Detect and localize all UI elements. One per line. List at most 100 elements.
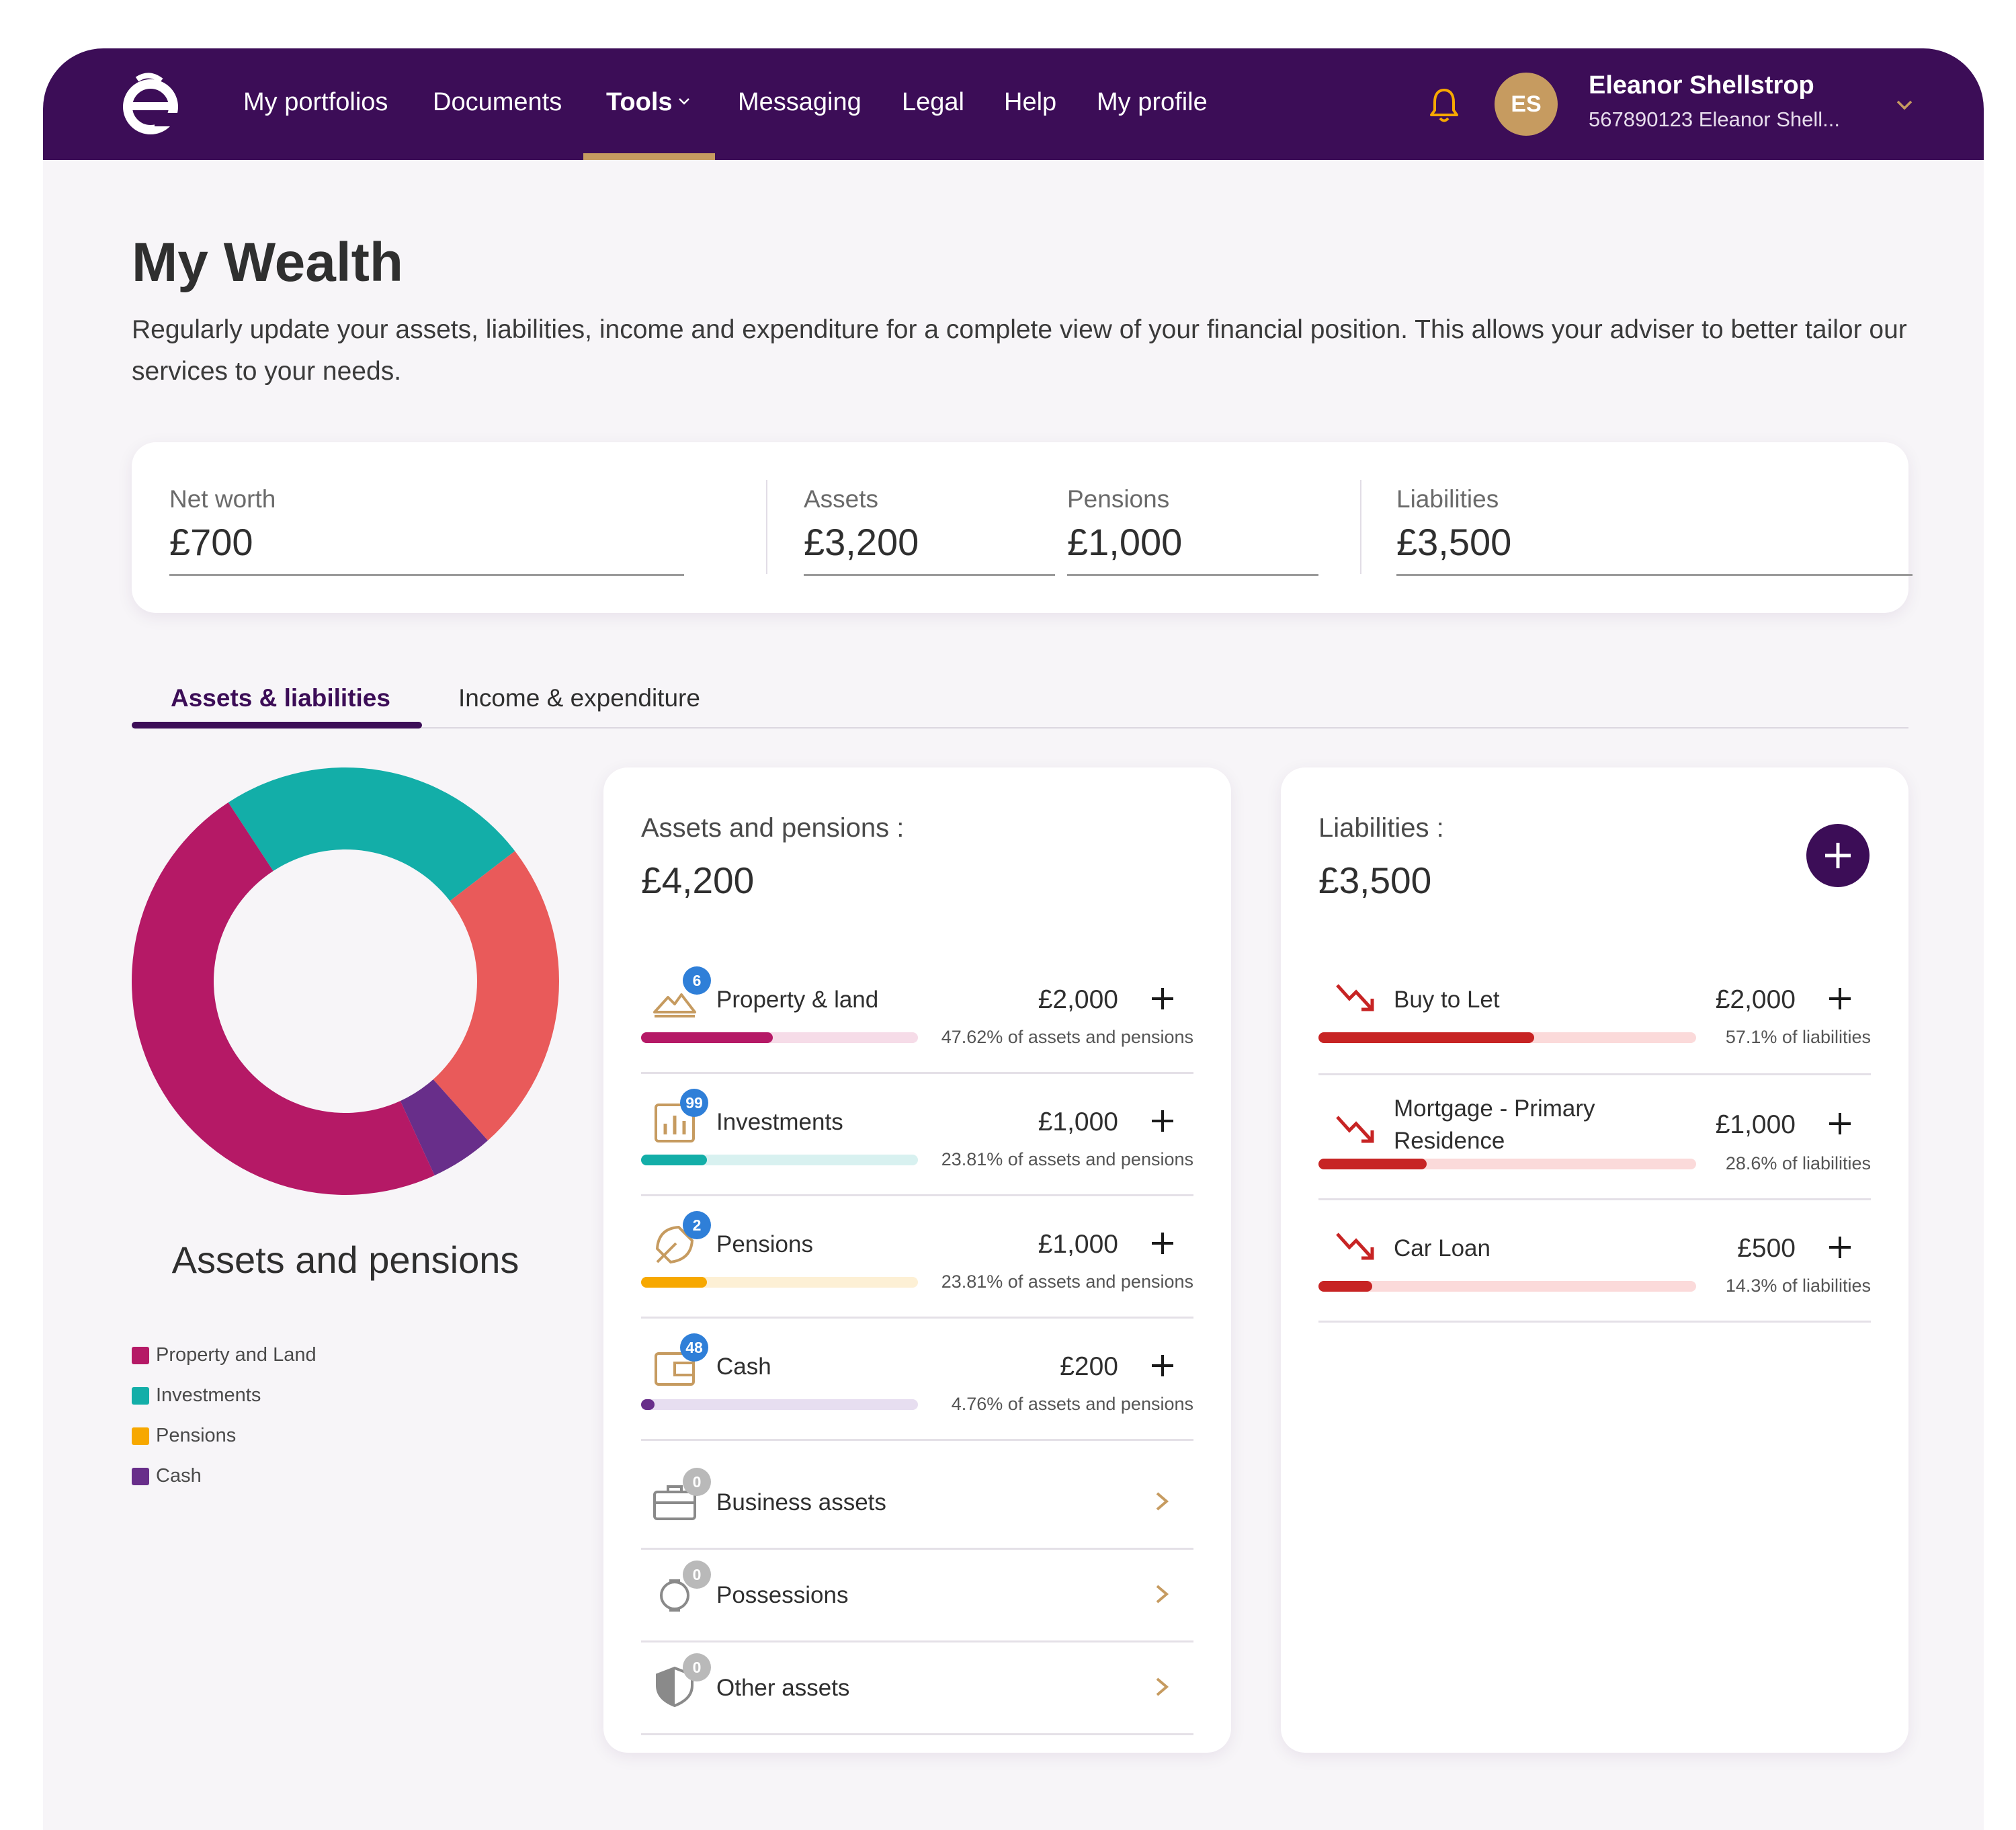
progress-fill <box>1318 1281 1373 1292</box>
row-amount: £1,000 <box>1038 1230 1118 1259</box>
row-amount: £2,000 <box>1715 985 1796 1014</box>
tab-assets-liabilities[interactable]: Assets & liabilities <box>171 684 390 712</box>
asset-row-pensions[interactable]: 2 Pensions £1,000 23.81% of assets and p… <box>641 1211 1193 1319</box>
progress-bar <box>641 1155 918 1165</box>
count-badge: 0 <box>683 1468 711 1496</box>
donut-slice-pensions <box>433 851 559 1141</box>
liabilities-underline <box>1396 574 1913 576</box>
nav-legal[interactable]: Legal <box>902 88 964 116</box>
active-nav-indicator <box>583 153 715 160</box>
user-account-id: 567890123 Eleanor Shell... <box>1589 108 1841 131</box>
donut-slice-property-and-land <box>132 802 435 1195</box>
chevron-right-icon[interactable] <box>1152 1582 1172 1606</box>
summary-divider <box>1360 480 1361 574</box>
shield-icon <box>656 1666 694 1708</box>
add-liability-button[interactable] <box>1806 824 1870 887</box>
count-badge: 6 <box>683 966 711 995</box>
progress-bar <box>641 1277 918 1288</box>
row-label: Car Loan <box>1394 1235 1490 1261</box>
row-percentage: 57.1% of liabilities <box>1725 1027 1871 1047</box>
nav-messaging[interactable]: Messaging <box>738 88 862 116</box>
row-label: Investments <box>716 1109 843 1135</box>
assets-pensions-card: Assets and pensions : £4,200 6 Property … <box>603 767 1231 1753</box>
nav-tools[interactable]: Tools <box>606 88 673 116</box>
chart-title: Assets and pensions <box>171 1239 519 1281</box>
donut-slice-investments <box>228 767 515 901</box>
chevron-right-icon[interactable] <box>1152 1489 1172 1513</box>
property-icon <box>653 993 696 1017</box>
liabilities-value: £3,500 <box>1396 521 1512 563</box>
row-percentage: 28.6% of liabilities <box>1725 1153 1871 1173</box>
add-icon[interactable] <box>1825 984 1855 1013</box>
count-badge: 0 <box>683 1561 711 1589</box>
assets-label: Assets <box>804 485 879 513</box>
bell-icon[interactable] <box>1427 86 1461 124</box>
nav-documents[interactable]: Documents <box>433 88 562 116</box>
summary-divider <box>766 480 767 574</box>
liability-row-mortgage[interactable]: Mortgage - Primary Residence £1,000 28.6… <box>1318 1090 1871 1200</box>
count-badge: 2 <box>683 1211 711 1239</box>
asset-row-property[interactable]: 6 Property & land £2,000 47.62% of asset… <box>641 966 1193 1074</box>
possessions-icon <box>660 1579 689 1612</box>
row-label: Business assets <box>716 1489 886 1515</box>
legend-swatch <box>132 1387 149 1405</box>
pensions-underline <box>1067 574 1318 576</box>
count-badge: 0 <box>683 1653 711 1681</box>
liability-row-car-loan[interactable]: Car Loan £500 14.3% of liabilities <box>1318 1215 1871 1323</box>
tab-income-expenditure[interactable]: Income & expenditure <box>458 684 700 712</box>
nav-my-profile[interactable]: My profile <box>1097 88 1208 116</box>
legend-label: Pensions <box>156 1425 237 1446</box>
assets-donut-chart <box>132 767 559 1195</box>
add-icon[interactable] <box>1825 1233 1855 1262</box>
row-percentage: 23.81% of assets and pensions <box>941 1149 1193 1169</box>
investments-icon <box>655 1104 695 1142</box>
row-label: Property & land <box>716 987 879 1013</box>
assets-underline <box>804 574 1055 576</box>
chevron-down-icon[interactable] <box>1892 93 1917 117</box>
nav-help[interactable]: Help <box>1004 88 1057 116</box>
liabilities-label: Liabilities <box>1396 485 1499 513</box>
legend-label: Cash <box>156 1465 202 1487</box>
add-icon[interactable] <box>1148 1351 1177 1380</box>
net-worth-value: £700 <box>169 521 253 563</box>
progress-fill <box>1318 1159 1427 1169</box>
row-amount: £200 <box>1060 1352 1118 1381</box>
row-percentage: 23.81% of assets and pensions <box>941 1272 1193 1292</box>
asset-row-investments[interactable]: 99 Investments £1,000 23.81% of assets a… <box>641 1089 1193 1196</box>
row-amount: £500 <box>1737 1234 1796 1263</box>
avatar[interactable]: ES <box>1495 73 1558 136</box>
row-amount: £1,000 <box>1715 1110 1796 1139</box>
progress-fill <box>641 1277 708 1288</box>
asset-row-other-assets[interactable]: 0 Other assets <box>641 1641 1193 1735</box>
user-name: Eleanor Shellstrop <box>1589 71 1814 99</box>
row-label: Mortgage - Primary <box>1394 1095 1595 1122</box>
asset-row-cash[interactable]: 48 Cash £200 4.76% of assets and pension… <box>641 1333 1193 1441</box>
chevron-right-icon[interactable] <box>1152 1675 1172 1699</box>
progress-fill <box>1318 1032 1534 1043</box>
donut-slice-cash <box>400 1079 488 1175</box>
row-label: Buy to Let <box>1394 987 1500 1013</box>
liability-row-buy-to-let[interactable]: Buy to Let £2,000 57.1% of liabilities <box>1318 966 1871 1075</box>
tab-divider <box>132 727 1908 729</box>
row-percentage: 47.62% of assets and pensions <box>941 1027 1193 1047</box>
row-percentage: 4.76% of assets and pensions <box>951 1394 1193 1414</box>
net-worth-underline <box>169 574 684 576</box>
app-window: My portfolios Documents Tools Messaging … <box>43 48 1984 1830</box>
add-icon[interactable] <box>1825 1109 1855 1138</box>
net-worth-label: Net worth <box>169 485 276 513</box>
legend-label: Investments <box>156 1384 261 1406</box>
add-icon[interactable] <box>1148 1229 1177 1258</box>
card-title: Assets and pensions : <box>641 813 905 843</box>
add-icon[interactable] <box>1148 1106 1177 1136</box>
brand-logo[interactable] <box>117 70 184 137</box>
card-title: Liabilities : <box>1318 813 1444 843</box>
progress-bar <box>641 1399 918 1410</box>
asset-row-business-assets[interactable]: 0 Business assets <box>641 1456 1193 1550</box>
liabilities-card: Liabilities : £3,500 Buy to Let £2,000 5… <box>1281 767 1908 1753</box>
asset-row-possessions[interactable]: 0 Possessions <box>641 1548 1193 1642</box>
nav-my-portfolios[interactable]: My portfolios <box>243 88 388 116</box>
add-icon[interactable] <box>1148 984 1177 1013</box>
chevron-down-icon[interactable] <box>676 93 692 109</box>
progress-fill <box>641 1155 708 1165</box>
row-label: Residence <box>1394 1128 1505 1154</box>
